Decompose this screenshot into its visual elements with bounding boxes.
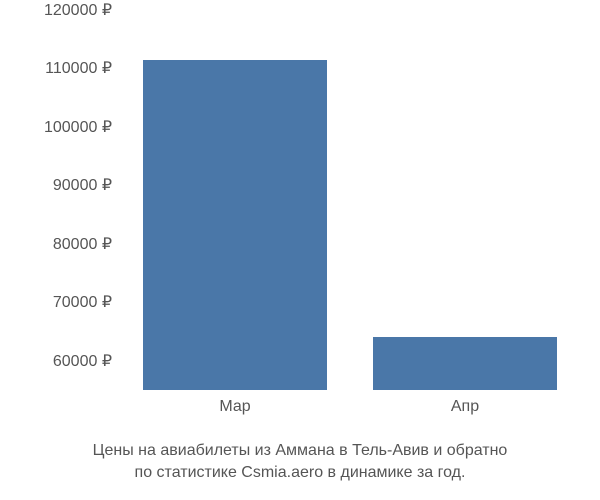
bar (373, 337, 557, 390)
y-tick-label: 120000 ₽ (44, 0, 112, 20)
caption-line-2: по статистике Csmia.aero в динамике за г… (0, 462, 600, 484)
x-tick-label: Мар (219, 398, 250, 416)
caption-line-1: Цены на авиабилеты из Аммана в Тель-Авив… (0, 440, 600, 462)
price-chart: 60000 ₽ 70000 ₽ 80000 ₽ 90000 ₽ 100000 ₽ 1100… (20, 10, 580, 440)
y-tick-label: 90000 ₽ (53, 175, 112, 195)
y-tick-label: 100000 ₽ (44, 117, 112, 137)
y-tick-label: 60000 ₽ (53, 351, 112, 371)
bar (143, 60, 327, 390)
chart-caption: Цены на авиабилеты из Аммана в Тель-Авив… (0, 440, 600, 483)
y-axis: 60000 ₽ 70000 ₽ 80000 ₽ 90000 ₽ 100000 ₽ 1100… (20, 10, 120, 390)
y-tick-label: 80000 ₽ (53, 234, 112, 254)
x-tick-label: Апр (451, 398, 479, 416)
plot-area (120, 10, 580, 390)
y-tick-label: 110000 ₽ (45, 58, 112, 78)
y-tick-label: 70000 ₽ (53, 292, 112, 312)
